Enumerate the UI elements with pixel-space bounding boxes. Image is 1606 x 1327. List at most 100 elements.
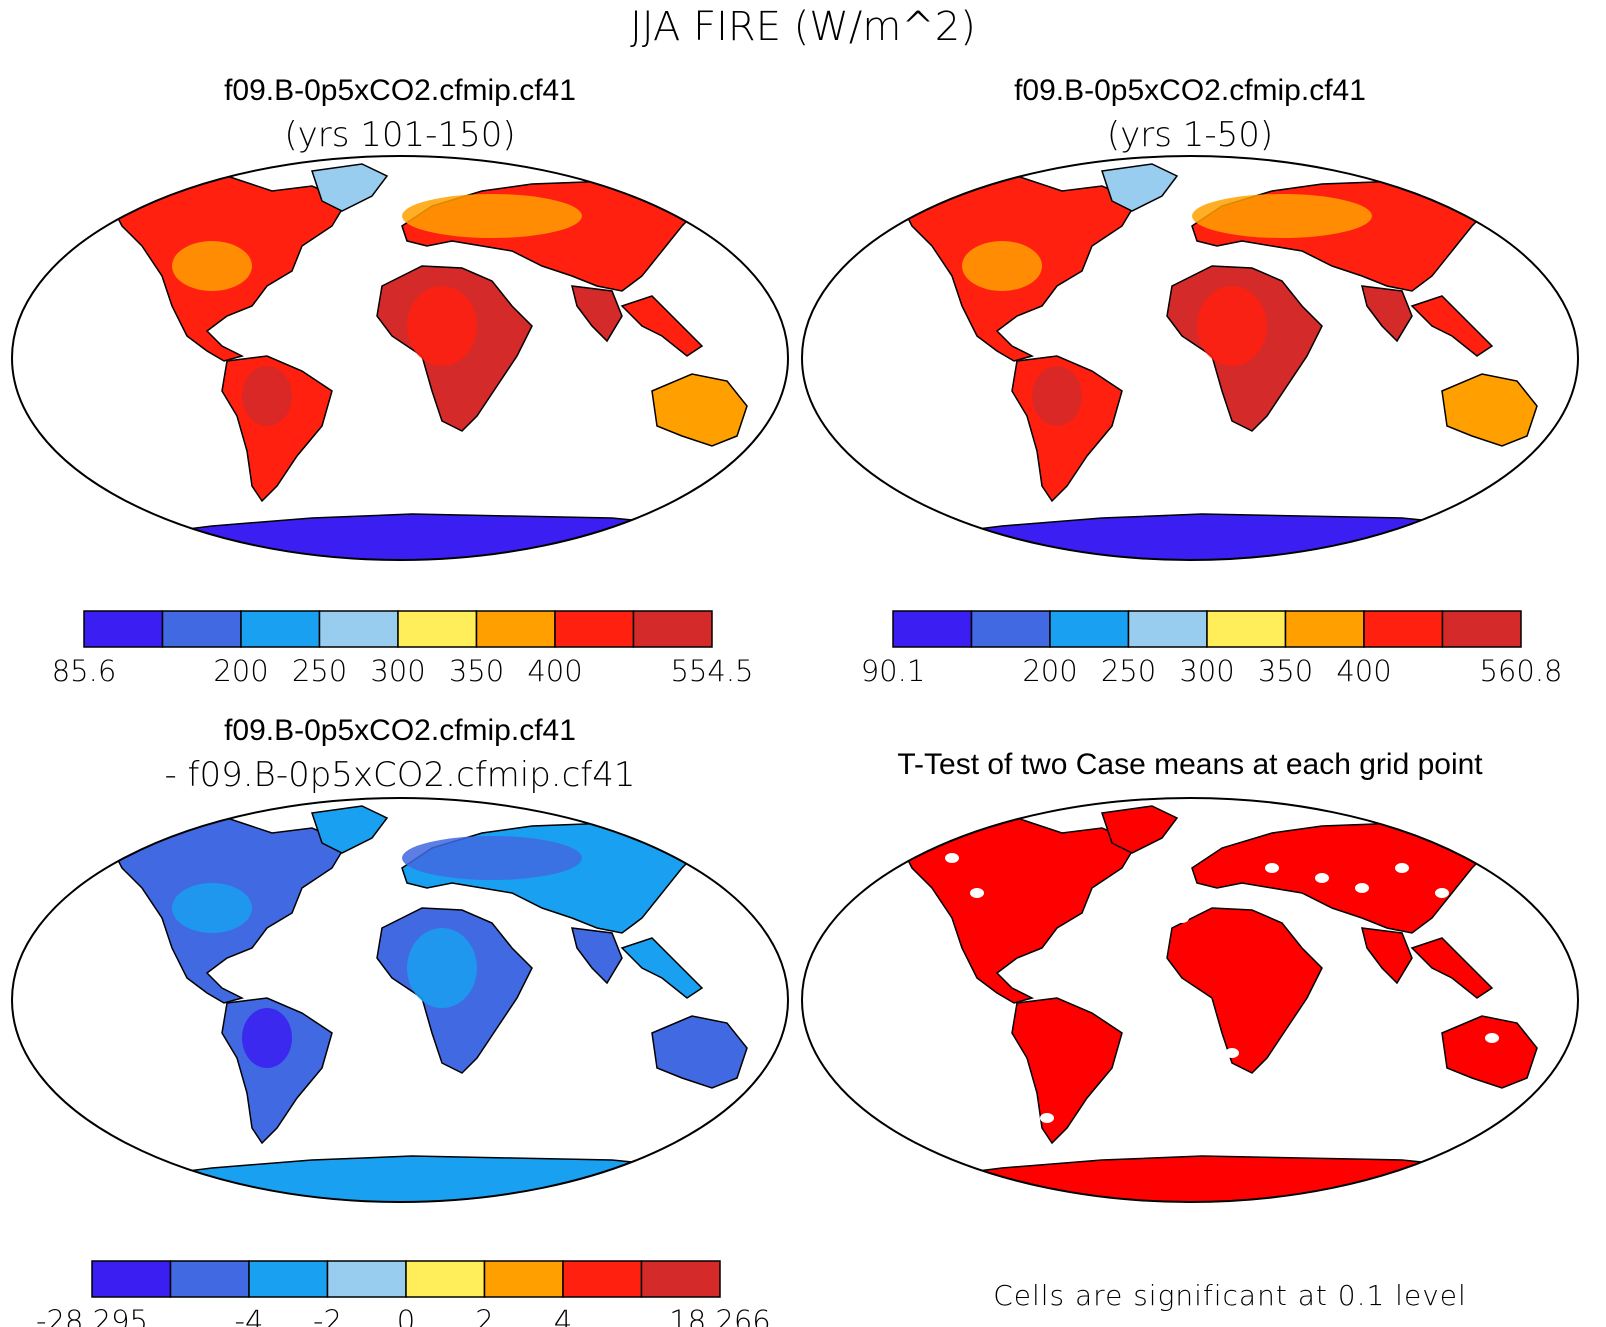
colorbar-swatch — [318, 610, 399, 648]
colorbar-tick-label: -28.295 — [36, 1304, 148, 1327]
colorbar-panel-a: 85.6 200 250 300 350 400 554.5 — [52, 610, 754, 688]
colorbar-swatch — [970, 610, 1051, 648]
shading-eu — [402, 194, 582, 238]
land-grn — [1101, 163, 1179, 212]
panel-a-subtitle: (yrs 101-150) — [284, 115, 515, 155]
colorbar-swatch — [1127, 610, 1208, 648]
shading-af — [407, 286, 477, 366]
colorbar-tick-label: 250 — [292, 654, 347, 688]
land-aus — [1441, 373, 1538, 447]
nonsignificant-cell — [1265, 863, 1279, 873]
colorbar-swatch — [83, 610, 164, 648]
land-ind — [571, 285, 623, 343]
panel-a-title: f09.B-0p5xCO2.cfmip.cf41 — [224, 74, 576, 107]
nonsignificant-cell — [1485, 1033, 1499, 1043]
land-ind — [1361, 927, 1413, 985]
colorbar-tick-label: 350 — [1258, 654, 1313, 688]
map-border — [11, 155, 789, 561]
panel-b-title: f09.B-0p5xCO2.cfmip.cf41 — [1014, 74, 1366, 107]
shading-sa — [242, 366, 292, 426]
shading-na — [962, 241, 1042, 291]
panel-c-subtitle: - f09.B-0p5xCO2.cfmip.cf41 — [164, 755, 635, 795]
colorbar-swatch — [892, 610, 973, 648]
colorbar-swatch — [554, 610, 635, 648]
land-grn — [311, 163, 389, 212]
significance-footnote: Cells are significant at 0.1 level — [993, 1279, 1467, 1312]
panel-d-title: T-Test of two Case means at each grid po… — [897, 748, 1483, 781]
land-grn — [1101, 805, 1179, 854]
colorbar-swatch — [248, 1260, 329, 1298]
colorbar-tick-label: -2 — [313, 1304, 342, 1327]
nonsignificant-cell — [1435, 888, 1449, 898]
land-ant — [802, 1155, 1578, 1202]
colorbar-tick-label: 4 — [554, 1304, 572, 1327]
panel-c-title: f09.B-0p5xCO2.cfmip.cf41 — [224, 714, 576, 747]
map-panel-yrs-1-50 — [801, 155, 1579, 561]
land-sea — [620, 295, 704, 357]
land-ant — [12, 1155, 788, 1202]
shading-eu — [1192, 194, 1372, 238]
nonsignificant-cell — [1225, 1048, 1239, 1058]
map-border — [801, 155, 1579, 561]
colorbar-swatch — [1363, 610, 1444, 648]
nonsignificant-cell — [945, 853, 959, 863]
colorbar-tick-label: 300 — [370, 654, 425, 688]
shading-sa — [242, 1008, 292, 1068]
land-aus — [651, 373, 748, 447]
colorbar-swatch — [562, 1260, 643, 1298]
colorbar-swatch — [169, 1260, 250, 1298]
land-sea — [620, 937, 704, 999]
colorbar-tick-label: 554.5 — [670, 654, 753, 688]
land-sea — [1410, 937, 1494, 999]
colorbar-swatch — [397, 610, 478, 648]
colorbar-tick-label: 350 — [449, 654, 504, 688]
nonsignificant-cell — [1395, 863, 1409, 873]
map-land-layer — [12, 805, 788, 1202]
colorbar-swatch — [640, 1260, 721, 1298]
figure-title: JJA FIRE (W/m^2) — [630, 4, 976, 50]
colorbar-swatch — [632, 610, 713, 648]
colorbar-swatch — [1441, 610, 1522, 648]
colorbar-swatch — [161, 610, 242, 648]
map-panel-yrs-101-150 — [11, 155, 789, 561]
land-ant — [802, 513, 1578, 560]
colorbar-tick-label: 85.6 — [52, 654, 117, 688]
land-aus — [651, 1015, 748, 1089]
colorbar-tick-label: 90.1 — [861, 654, 926, 688]
nonsignificant-cell — [1355, 883, 1369, 893]
panel-b-subtitle: (yrs 1-50) — [1107, 115, 1273, 155]
colorbar-swatch — [1049, 610, 1130, 648]
colorbar-tick-label: 400 — [1336, 654, 1391, 688]
land-grn — [311, 805, 389, 854]
map-land-layer — [12, 163, 788, 560]
colorbar-tick-label: 18.266 — [669, 1304, 770, 1327]
colorbar-tick-label: 200 — [1022, 654, 1077, 688]
colorbar-swatch — [1284, 610, 1365, 648]
nonsignificant-cell — [1315, 873, 1329, 883]
nonsignificant-cell — [935, 923, 949, 933]
colorbar-tick-label: -4 — [235, 1304, 264, 1327]
colorbar-swatch — [91, 1260, 172, 1298]
land-eu — [1191, 822, 1494, 934]
colorbar-panel-c: -28.295 -4 -2 0 2 4 18.266 — [36, 1260, 771, 1327]
shading-af — [407, 928, 477, 1008]
colorbar-panel-b: 90.1 200 250 300 350 400 560.8 — [861, 610, 1563, 688]
colorbar-swatch — [405, 1260, 486, 1298]
land-af — [1166, 907, 1323, 1074]
colorbar-tick-label: 2 — [475, 1304, 493, 1327]
land-ant — [12, 513, 788, 560]
colorbar-tick-label: 560.8 — [1479, 654, 1562, 688]
shading-eu — [402, 836, 582, 880]
colorbar-tick-label: 300 — [1179, 654, 1234, 688]
land-ind — [571, 927, 623, 985]
nonsignificant-cell — [1040, 1113, 1054, 1123]
colorbar-swatch — [1206, 610, 1287, 648]
shading-sa — [1032, 366, 1082, 426]
map-land-layer — [802, 805, 1578, 1202]
land-ind — [1361, 285, 1413, 343]
colorbar-tick-label: 250 — [1101, 654, 1156, 688]
nonsignificant-cell — [970, 888, 984, 898]
colorbar-swatch — [240, 610, 321, 648]
colorbar-tick-label: 200 — [213, 654, 268, 688]
land-sa — [1011, 997, 1123, 1145]
